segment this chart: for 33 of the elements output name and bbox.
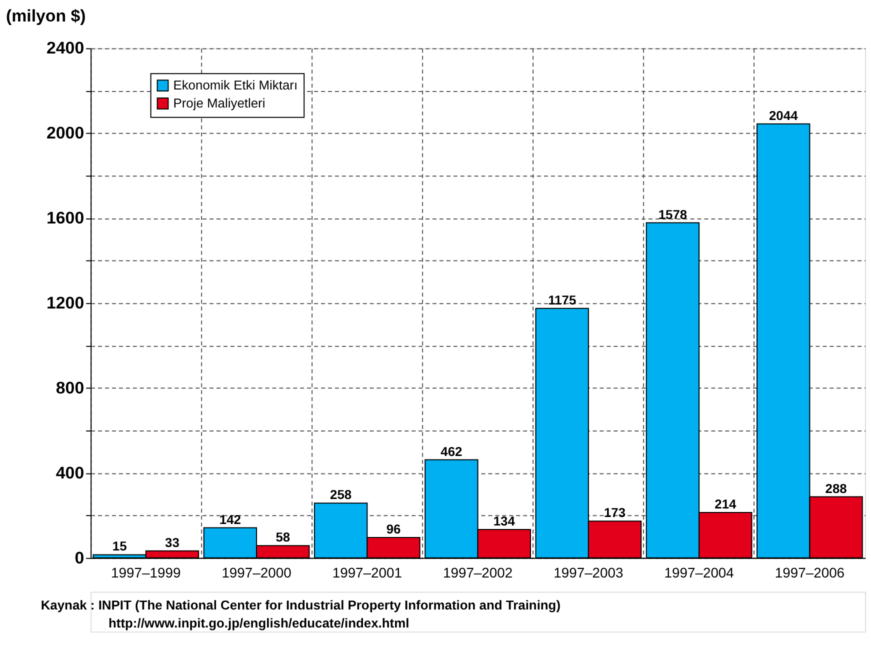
y-tick-label: 400 [56,463,84,482]
data-label: 1578 [658,206,688,222]
x-tick-label: 1997–2004 [664,564,734,580]
y-tick-label: 2000 [46,124,84,143]
x-tick-label: 1997–2000 [222,564,292,580]
legend-label: Ekonomik Etki Miktarı [173,78,298,93]
data-label: 134 [493,513,516,528]
y-tick-label: 0 [74,548,84,568]
data-label: 1175 [548,292,576,308]
data-label: 173 [604,505,626,520]
data-label: 288 [825,480,847,496]
y-tick-label: 1200 [46,294,84,313]
y-axis-title: (milyon $) [6,6,86,26]
x-tick-label: 1997–1999 [111,564,181,580]
x-tick-label: 1997–2002 [442,564,513,580]
x-tick-label: 1997–2006 [774,564,845,580]
y-tick-label: 800 [56,378,84,398]
legend-label: Proje Maliyetleri [173,95,266,110]
text: http://www.inpit.go.jp/english/educate/index.html [108,616,410,631]
text: Kaynak : INPIT (The National Center for Industrial Property Information and Training) [40,598,561,613]
data-label: 2044 [768,108,799,123]
data-label: 96 [386,522,401,537]
data-label: 15 [112,538,127,554]
y-tick-label: 1600 [46,208,84,228]
y-tick-label: 2400 [46,38,84,58]
data-label: 58 [276,530,290,545]
data-label: 258 [330,487,352,502]
x-tick-label: 1997–2003 [554,564,624,580]
data-label: 462 [440,444,462,459]
x-tick-label: 1997–2001 [332,564,402,580]
data-label: 33 [165,534,180,550]
data-label: 214 [714,496,738,512]
data-label: 142 [219,512,241,527]
